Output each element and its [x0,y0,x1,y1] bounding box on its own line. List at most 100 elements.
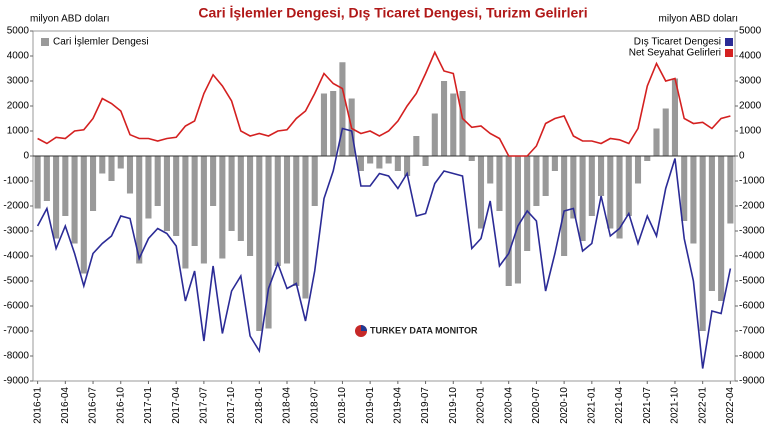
y-tick-label: -1000 [3,176,29,187]
bar [487,156,494,184]
x-tick-label: 2016-07 [88,387,99,424]
bar [634,156,642,184]
bar [625,156,632,216]
x-tick-label: 2016-01 [32,387,43,424]
bar [551,156,558,171]
logo-icon-part [361,325,367,331]
x-tick-label: 2019-01 [365,387,376,424]
x-tick-label: 2018-01 [254,387,265,424]
y-tick-label: 2000 [7,101,30,112]
bar [662,108,669,156]
bar [53,156,60,239]
x-tick-label: 2019-07 [420,387,431,424]
x-tick-label: 2017-04 [171,387,182,424]
bar [256,156,263,331]
bar [477,156,485,229]
bar [200,156,207,264]
legend-swatch [725,49,733,57]
legend-label: Cari İşlemler Dengesi [53,35,149,48]
bar [320,93,328,156]
y-tick-label: 4000 [7,51,30,62]
x-tick-label: 2020-04 [503,387,514,424]
bar [422,156,429,166]
x-tick-label: 2017-07 [199,387,210,424]
x-tick-label: 2021-07 [642,387,653,424]
bar [191,156,198,246]
bar [394,156,401,171]
bar [247,156,254,256]
bar [579,156,586,241]
x-tick-label: 2019-10 [448,387,459,424]
bar [293,156,300,286]
bar [376,156,383,169]
bar [413,136,420,156]
y-tick-label: -8000 [3,351,29,362]
bar [330,91,337,156]
y2-tick-label: -7000 [739,326,765,337]
bar [357,156,364,171]
y2-tick-label: 5000 [739,26,762,37]
line [36,127,732,369]
y-tick-label: -9000 [3,376,29,387]
y-tick-label: 5000 [7,26,30,37]
x-tick-label: 2018-10 [337,387,348,424]
y2-tick-label: -5000 [739,276,765,287]
chart-title: Cari İşlemler Dengesi, Dış Ticaret Denge… [198,5,587,21]
x-tick-label: 2019-04 [392,387,403,424]
y-axis-label: milyon ABD doları [30,14,109,25]
bar [468,156,475,161]
y2-tick-label: -1000 [739,176,765,187]
bar [496,156,503,211]
bar [62,156,69,216]
y2-tick-label: 2000 [739,101,762,112]
x-tick-label: 2018-07 [309,387,320,424]
x-tick-label: 2021-10 [670,387,681,424]
x-tick-label: 2020-01 [476,387,487,424]
bar [34,156,41,209]
bar [505,156,512,286]
bar [570,156,577,219]
y2-tick-label: 3000 [739,76,762,87]
y-tick-label: -7000 [3,326,29,337]
y2-tick-label: -9000 [739,376,765,387]
bar [302,156,309,299]
bar [283,156,291,264]
bar [136,156,143,264]
bar [237,156,244,241]
bar [607,156,614,229]
bar [385,156,392,164]
x-tick-label: 2017-10 [226,387,237,424]
x-tick-label: 2020-07 [531,387,542,424]
bar [598,156,605,196]
y-tick-label: -4000 [3,251,29,262]
bar [588,156,595,216]
y2-tick-label: -2000 [739,201,765,212]
y-tick-label: -3000 [3,226,29,237]
bar [440,81,448,156]
bar [274,156,281,266]
y2-axis-label: milyon ABD doları [659,14,738,25]
y-tick-label: 1000 [7,126,30,137]
bar [653,128,660,156]
y-tick-label: -2000 [3,201,29,212]
y2-tick-label: -3000 [739,226,765,237]
x-tick-label: 2021-04 [614,387,625,424]
bar [616,156,623,239]
bar [108,156,115,181]
y2-tick-label: -8000 [739,351,765,362]
bar [542,156,549,196]
y-tick-label: 3000 [7,76,30,87]
y-tick-label: 0 [23,151,29,162]
x-tick-label: 2018-04 [282,387,293,424]
x-tick-label: 2020-10 [559,387,570,424]
x-tick-label: 2017-01 [143,387,154,424]
bar [459,91,466,156]
bar [43,156,50,201]
bar [681,156,688,221]
bar [182,156,189,269]
bar [533,156,540,206]
x-tick-label: 2016-04 [60,387,71,424]
y2-tick-label: 1000 [739,126,762,137]
bar [71,156,78,244]
bar [117,156,124,169]
